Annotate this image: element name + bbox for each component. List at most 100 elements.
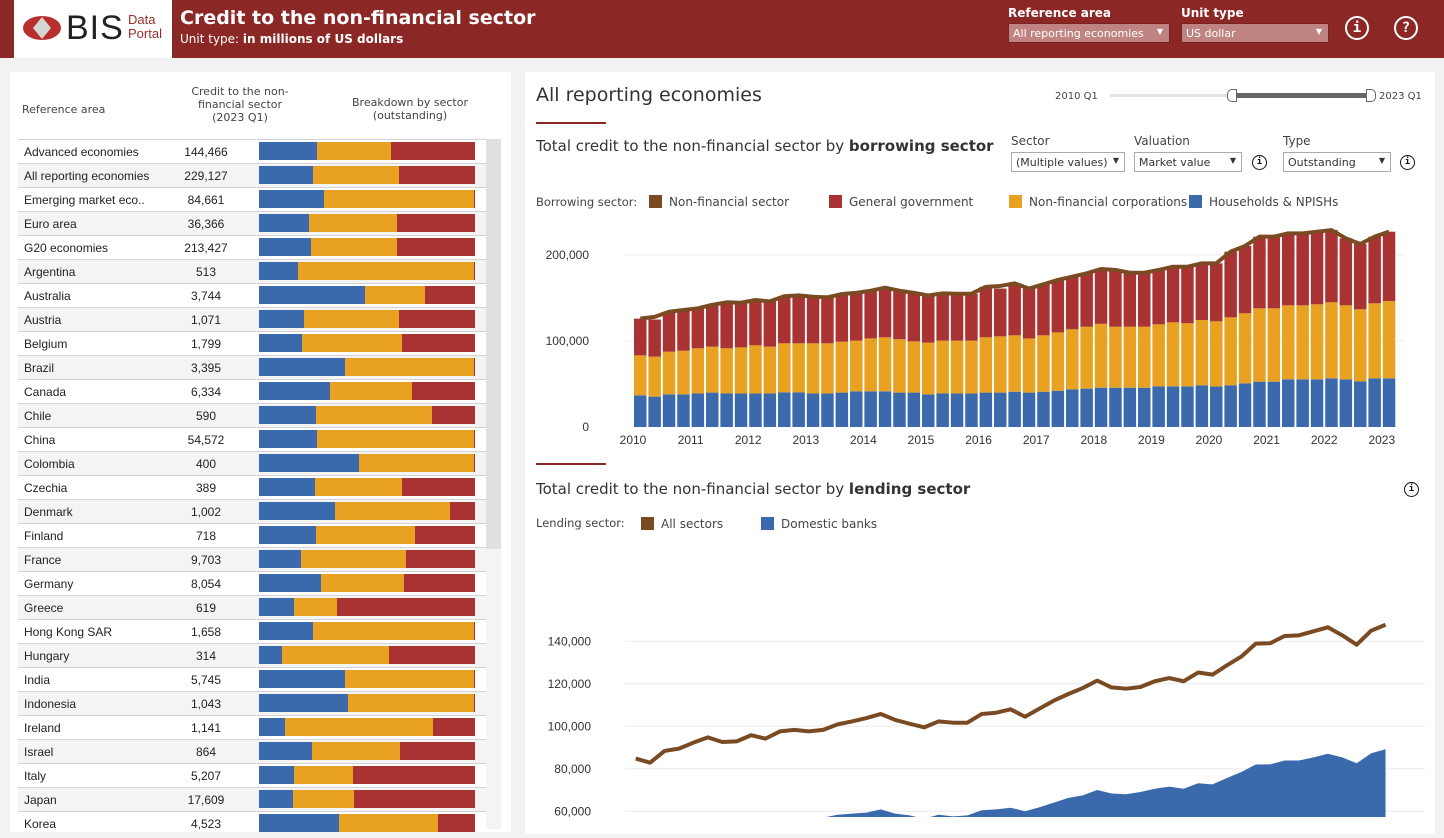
table-row[interactable]: India 5,745	[18, 667, 486, 691]
row-breakdown-bar[interactable]	[259, 766, 475, 784]
government-segment[interactable]	[399, 166, 475, 184]
corporations-segment[interactable]	[294, 766, 354, 784]
households-segment[interactable]	[259, 526, 317, 544]
table-row[interactable]: Belgium 1,799	[18, 331, 486, 355]
government-segment[interactable]	[414, 526, 475, 544]
corporations-segment[interactable]	[345, 670, 474, 688]
table-row[interactable]: Korea 4,523	[18, 811, 486, 832]
table-row[interactable]: Hungary 314	[18, 643, 486, 667]
households-segment[interactable]	[259, 310, 305, 328]
row-breakdown-bar[interactable]	[259, 358, 475, 376]
government-segment[interactable]	[390, 142, 475, 160]
households-segment[interactable]	[259, 214, 309, 232]
households-segment[interactable]	[259, 814, 340, 832]
corporations-segment[interactable]	[304, 310, 400, 328]
table-row[interactable]: G20 economies 213,427	[18, 235, 486, 259]
legend-non-financial-corporations[interactable]: Non-financial corporations	[1009, 195, 1187, 209]
households-segment[interactable]	[259, 262, 298, 280]
row-breakdown-bar[interactable]	[259, 382, 475, 400]
households-segment[interactable]	[259, 358, 346, 376]
row-breakdown-bar[interactable]	[259, 502, 475, 520]
households-segment[interactable]	[259, 766, 295, 784]
row-breakdown-bar[interactable]	[259, 598, 475, 616]
government-segment[interactable]	[425, 286, 475, 304]
row-breakdown-bar[interactable]	[259, 262, 475, 280]
corporations-segment[interactable]	[284, 718, 433, 736]
government-segment[interactable]	[397, 214, 475, 232]
corporations-segment[interactable]	[323, 190, 474, 208]
row-breakdown-bar[interactable]	[259, 406, 475, 424]
row-breakdown-bar[interactable]	[259, 166, 475, 184]
col-header-reference-area[interactable]: Reference area	[22, 103, 106, 116]
households-segment[interactable]	[259, 598, 294, 616]
government-segment[interactable]	[399, 742, 475, 760]
row-breakdown-bar[interactable]	[259, 310, 475, 328]
households-segment[interactable]	[259, 694, 348, 712]
time-slider-range[interactable]	[1230, 93, 1372, 98]
table-row[interactable]: Germany 8,054	[18, 571, 486, 595]
households-segment[interactable]	[259, 670, 346, 688]
corporations-segment[interactable]	[313, 622, 474, 640]
government-segment[interactable]	[473, 454, 475, 472]
households-segment[interactable]	[259, 622, 313, 640]
households-segment[interactable]	[259, 454, 360, 472]
table-row[interactable]: Czechia 389	[18, 475, 486, 499]
valuation-filter-select[interactable]: Market value ▼	[1134, 152, 1242, 172]
time-slider-start-handle[interactable]	[1226, 89, 1237, 102]
households-segment[interactable]	[259, 286, 365, 304]
households-segment[interactable]	[259, 574, 321, 592]
help-icon[interactable]: ?	[1394, 16, 1418, 40]
households-segment[interactable]	[259, 166, 313, 184]
government-segment[interactable]	[431, 406, 475, 424]
corporations-segment[interactable]	[316, 526, 415, 544]
corporations-segment[interactable]	[315, 478, 402, 496]
legend-general-government[interactable]: General government	[829, 195, 973, 209]
corporations-segment[interactable]	[345, 358, 474, 376]
row-breakdown-bar[interactable]	[259, 574, 475, 592]
sector-filter-select[interactable]: (Multiple values) ▼	[1011, 152, 1125, 172]
corporations-segment[interactable]	[301, 550, 406, 568]
row-breakdown-bar[interactable]	[259, 430, 475, 448]
households-segment[interactable]	[259, 742, 313, 760]
government-segment[interactable]	[403, 574, 475, 592]
households-segment[interactable]	[259, 142, 318, 160]
bis-logo[interactable]: BIS Data Portal	[14, 0, 172, 58]
table-row[interactable]: Greece 619	[18, 595, 486, 619]
table-row[interactable]: Emerging market eco.. 84,661	[18, 187, 486, 211]
table-row[interactable]: Denmark 1,002	[18, 499, 486, 523]
households-segment[interactable]	[259, 478, 316, 496]
table-row[interactable]: Ireland 1,141	[18, 715, 486, 739]
row-breakdown-bar[interactable]	[259, 478, 475, 496]
row-breakdown-bar[interactable]	[259, 550, 475, 568]
table-row[interactable]: Japan 17,609	[18, 787, 486, 811]
table-row[interactable]: Brazil 3,395	[18, 355, 486, 379]
table-row[interactable]: Italy 5,207	[18, 763, 486, 787]
lending-info-icon[interactable]: i	[1404, 482, 1419, 497]
government-segment[interactable]	[473, 622, 475, 640]
valuation-info-icon[interactable]: i	[1252, 155, 1267, 170]
government-segment[interactable]	[473, 670, 475, 688]
corporations-segment[interactable]	[282, 646, 389, 664]
row-breakdown-bar[interactable]	[259, 190, 475, 208]
row-breakdown-bar[interactable]	[259, 142, 475, 160]
households-segment[interactable]	[259, 430, 318, 448]
corporations-segment[interactable]	[359, 454, 474, 472]
corporations-segment[interactable]	[308, 214, 398, 232]
households-segment[interactable]	[259, 406, 317, 424]
reference-area-select[interactable]: All reporting economies ▼	[1008, 23, 1170, 43]
government-segment[interactable]	[388, 646, 475, 664]
row-breakdown-bar[interactable]	[259, 214, 475, 232]
households-segment[interactable]	[259, 190, 324, 208]
corporations-segment[interactable]	[334, 502, 451, 520]
legend-domestic-banks[interactable]: Domestic banks	[761, 517, 877, 531]
table-row[interactable]: Advanced economies 144,466	[18, 139, 486, 163]
corporations-segment[interactable]	[312, 742, 400, 760]
government-segment[interactable]	[473, 358, 475, 376]
corporations-segment[interactable]	[364, 286, 426, 304]
table-row[interactable]: Canada 6,334	[18, 379, 486, 403]
row-breakdown-bar[interactable]	[259, 814, 475, 832]
households-segment[interactable]	[259, 334, 303, 352]
time-slider-end-handle[interactable]	[1366, 89, 1376, 102]
government-segment[interactable]	[437, 814, 475, 832]
table-row[interactable]: All reporting economies 229,127	[18, 163, 486, 187]
